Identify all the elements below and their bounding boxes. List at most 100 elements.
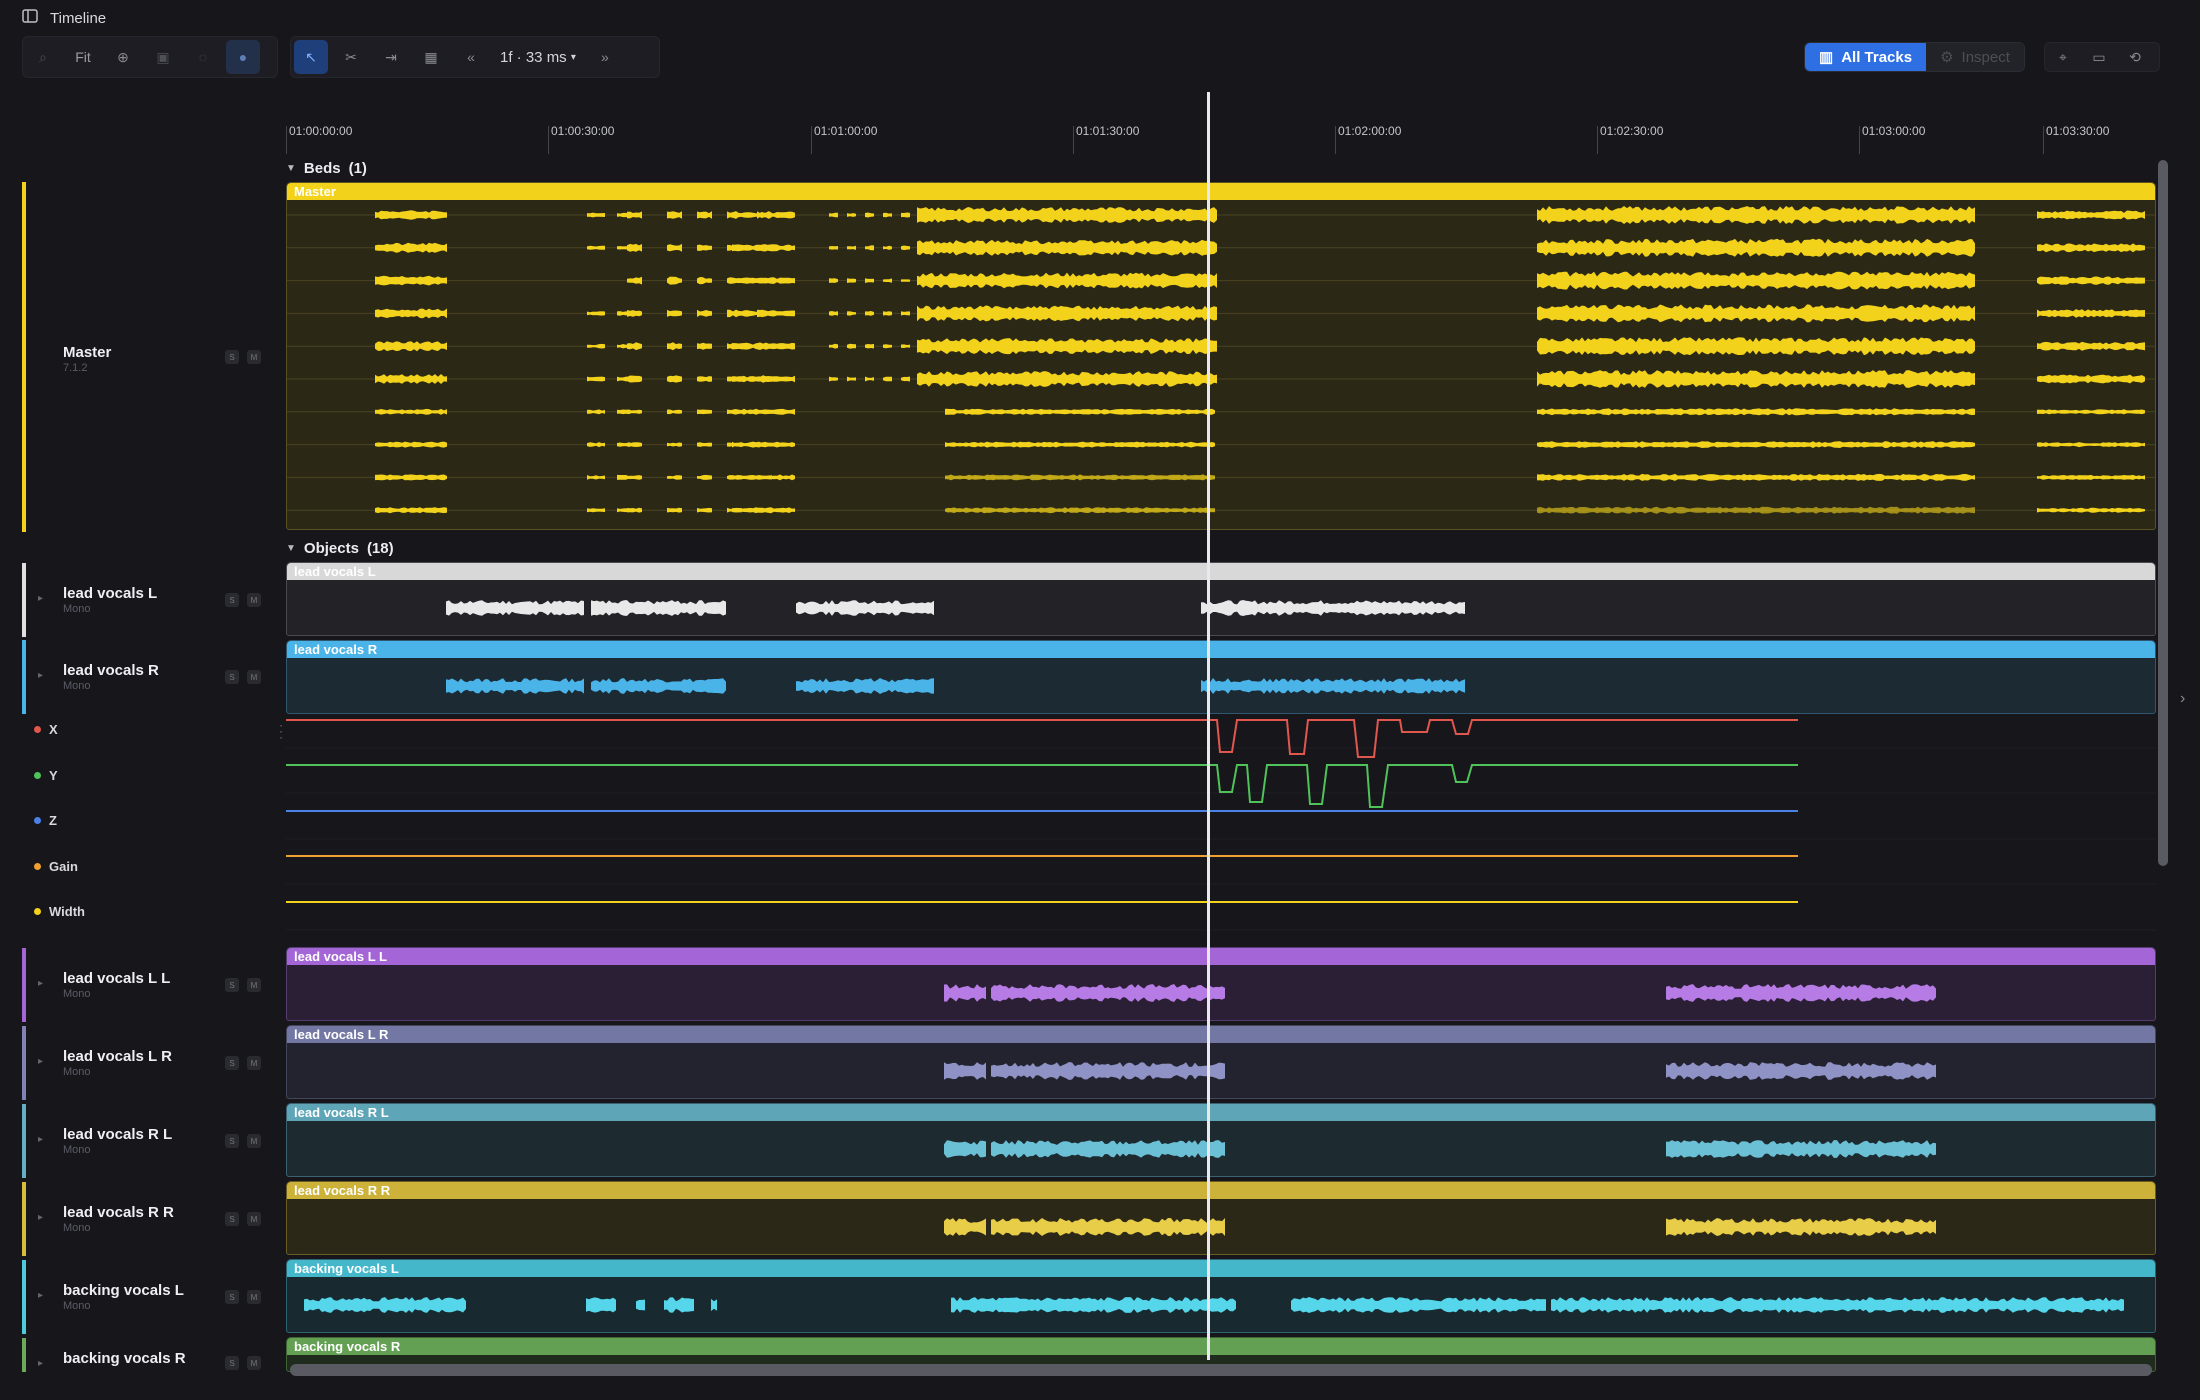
waveform-segment	[375, 275, 447, 286]
solo-button[interactable]: S	[225, 1212, 239, 1226]
expand-icon[interactable]: ▸	[38, 1056, 44, 1067]
objects-group-header[interactable]: ▼ Objects (18)	[286, 534, 394, 562]
playhead[interactable]	[1207, 92, 1210, 1360]
expand-icon[interactable]: ▸	[38, 1134, 44, 1145]
clip-lead-vocals-r-l[interactable]: lead vocals R L	[286, 1103, 2156, 1177]
mute-button[interactable]: M	[247, 1212, 261, 1226]
horizontal-scrollbar[interactable]	[290, 1364, 2152, 1376]
mute-button[interactable]: M	[247, 593, 261, 607]
time-ruler[interactable]: 01:00:00:00 01:00:30:00 01:01:00:00 01:0…	[286, 112, 2132, 154]
mute-button[interactable]: M	[247, 1356, 261, 1370]
clip-lead-vocals-r-r[interactable]: lead vocals R R	[286, 1181, 2156, 1255]
fit-button[interactable]: Fit	[75, 49, 91, 65]
window-icon[interactable]: ▭	[2092, 48, 2106, 65]
track-header-lead-vocals-l-r[interactable]: ▸ lead vocals L R Mono S M	[22, 1026, 282, 1100]
next-frame-icon[interactable]: »	[600, 49, 609, 65]
track-header-lead-vocals-r[interactable]: ▸ lead vocals R Mono S M	[22, 640, 282, 714]
waveform-segment	[732, 408, 795, 415]
track-name: lead vocals R L	[63, 1126, 173, 1143]
track-format: 7.1.2	[63, 362, 88, 374]
waveform-segment	[732, 375, 795, 383]
clip-lead-vocals-l-r[interactable]: lead vocals L R	[286, 1025, 2156, 1099]
clip-label: lead vocals L L	[287, 948, 2155, 965]
panel-icon[interactable]	[22, 9, 38, 27]
solo-button[interactable]: S	[225, 1056, 239, 1070]
search-icon[interactable]: ⌕	[39, 48, 47, 65]
mute-button[interactable]: M	[247, 670, 261, 684]
track-header-lead-vocals-l-l[interactable]: ▸ lead vocals L L Mono S M	[22, 948, 282, 1022]
track-header-backing-vocals-r[interactable]: ▸ backing vocals R S M	[22, 1338, 282, 1372]
drag-handle-icon[interactable]: · · ·	[279, 718, 283, 744]
record-icon[interactable]: ●	[226, 40, 260, 74]
frame-rate-select[interactable]: 1f · 33 ms ▾	[494, 40, 582, 74]
clip-label: lead vocals L	[287, 563, 2155, 580]
expand-icon[interactable]: ▸	[38, 1212, 44, 1223]
clip-lead-vocals-r[interactable]: lead vocals R	[286, 640, 2156, 714]
group-count: (1)	[348, 159, 367, 177]
beds-group-header[interactable]: ▼ Beds (1)	[286, 154, 367, 182]
clip-lead-vocals-l-l[interactable]: lead vocals L L	[286, 947, 2156, 1021]
mute-button[interactable]: M	[247, 978, 261, 992]
waveform-segment	[2037, 442, 2145, 448]
trim-icon[interactable]: ⇥	[385, 48, 397, 65]
expand-icon[interactable]: ▸	[38, 1358, 44, 1369]
track-header-backing-vocals-l[interactable]: ▸ backing vocals L Mono S M	[22, 1260, 282, 1334]
solo-button[interactable]: S	[225, 350, 239, 364]
track-name: Master	[63, 344, 112, 361]
mute-button[interactable]: M	[247, 350, 261, 364]
frame-select-icon[interactable]: ▣	[156, 48, 170, 65]
solo-button[interactable]: S	[225, 593, 239, 607]
clip-backing-vocals-l[interactable]: backing vocals L	[286, 1259, 2156, 1333]
clip-lead-vocals-l[interactable]: lead vocals L	[286, 562, 2156, 636]
solo-button[interactable]: S	[225, 1134, 239, 1148]
automation-lane-y[interactable]: Y	[34, 768, 58, 783]
toolbar: ⌕ Fit ⊕ ▣ ◌ ● ↖ ✂ ⇥ ▦ « 1f · 33 ms ▾ » ▥…	[0, 36, 2200, 80]
chevron-right-icon[interactable]: ›	[2180, 690, 2186, 707]
lane-label: Width	[49, 904, 85, 919]
automation-lane-x[interactable]: X	[34, 722, 58, 737]
grid-icon[interactable]: ▦	[424, 48, 438, 65]
expand-icon[interactable]: ▸	[38, 593, 44, 604]
mute-button[interactable]: M	[247, 1290, 261, 1304]
track-header-lead-vocals-r-l[interactable]: ▸ lead vocals R L Mono S M	[22, 1104, 282, 1178]
waveform-segment	[667, 409, 682, 415]
waveform-segment	[732, 244, 795, 252]
loop-icon[interactable]: ◌	[198, 49, 208, 65]
prev-frame-icon[interactable]: «	[467, 49, 475, 65]
automation-lane-width[interactable]: Width	[34, 904, 85, 919]
waveform-segment	[375, 474, 447, 481]
track-header-master[interactable]: Master 7.1.2 S M	[22, 182, 282, 532]
sync-icon[interactable]: ⟲	[2129, 48, 2141, 65]
expand-icon[interactable]: ▸	[38, 978, 44, 989]
solo-button[interactable]: S	[225, 978, 239, 992]
ruler-tick: 01:03:00:00	[1859, 124, 1925, 154]
waveform-segment	[847, 278, 856, 283]
solo-button[interactable]: S	[225, 1290, 239, 1304]
track-color-bar	[22, 182, 26, 532]
waveform-segment	[627, 211, 642, 219]
pointer-icon[interactable]: ↖	[294, 40, 328, 74]
waveform-segment	[1537, 238, 1975, 257]
track-header-lead-vocals-l[interactable]: ▸ lead vocals L Mono S M	[22, 563, 282, 637]
solo-button[interactable]: S	[225, 1356, 239, 1370]
waveform-segment	[667, 442, 682, 447]
track-name: lead vocals L R	[63, 1048, 172, 1065]
automation-lane-z[interactable]: Z	[34, 813, 57, 828]
all-tracks-button[interactable]: ▥ All Tracks	[1805, 43, 1927, 71]
clip-label: backing vocals R	[287, 1338, 2155, 1355]
mute-button[interactable]: M	[247, 1056, 261, 1070]
waveform-segment	[375, 242, 447, 253]
crosshair-icon[interactable]: ⌖	[2059, 48, 2067, 65]
mute-button[interactable]: M	[247, 1134, 261, 1148]
frame-rate-value: 1f · 33 ms	[500, 48, 567, 66]
expand-icon[interactable]: ▸	[38, 1290, 44, 1301]
clip-master[interactable]: Master	[286, 182, 2156, 530]
scissors-icon[interactable]: ✂	[345, 48, 357, 65]
zoom-icon[interactable]: ⊕	[117, 48, 129, 65]
expand-icon[interactable]: ▸	[38, 670, 44, 681]
inspect-button[interactable]: ⚙ Inspect	[1926, 43, 2024, 71]
solo-button[interactable]: S	[225, 670, 239, 684]
automation-lane-gain[interactable]: Gain	[34, 859, 78, 874]
track-header-lead-vocals-r-r[interactable]: ▸ lead vocals R R Mono S M	[22, 1182, 282, 1256]
vertical-scrollbar[interactable]	[2158, 160, 2168, 866]
